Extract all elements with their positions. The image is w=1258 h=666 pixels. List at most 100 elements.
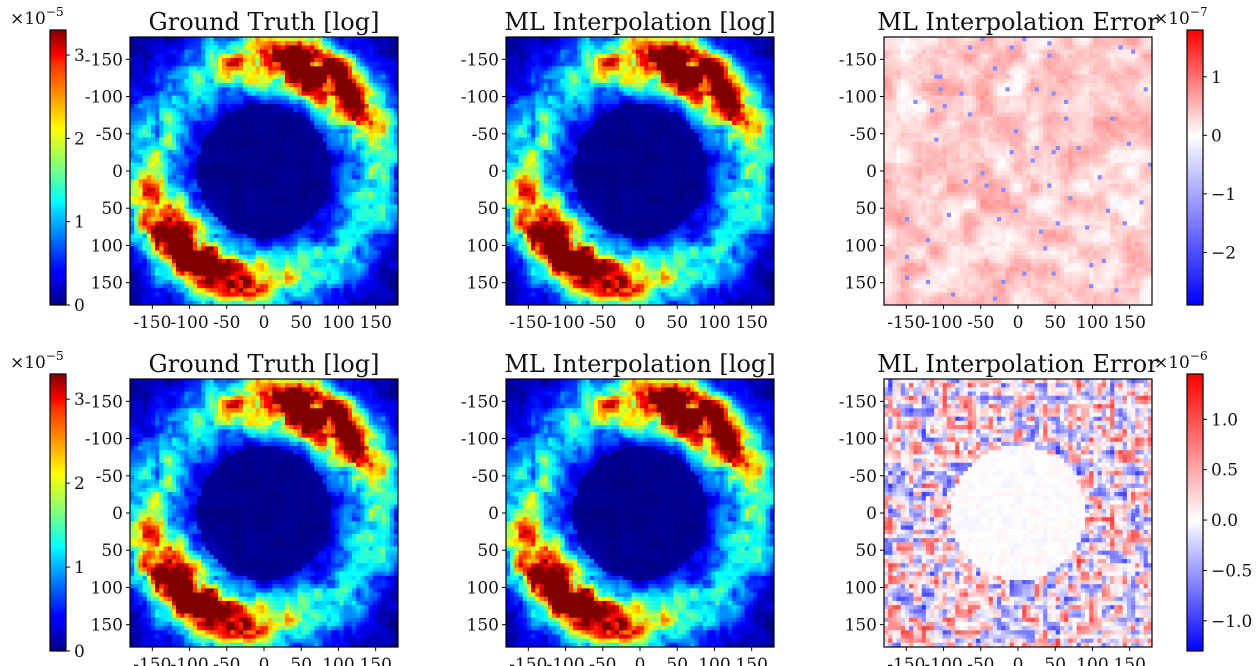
heatmap-cell bbox=[150, 208, 156, 214]
heatmap-cell bbox=[377, 95, 382, 101]
heatmap-cell bbox=[184, 225, 189, 230]
heatmap-cell bbox=[610, 41, 616, 46]
heatmap-cell bbox=[377, 284, 382, 289]
heatmap-cell bbox=[226, 258, 231, 264]
heatmap-cell bbox=[284, 57, 290, 63]
heatmap-cell bbox=[669, 62, 674, 67]
heatmap-cell bbox=[581, 45, 586, 50]
heatmap-cell bbox=[226, 179, 231, 184]
heatmap-cell bbox=[230, 250, 236, 256]
heatmap-cell bbox=[230, 238, 236, 243]
heatmap-cell bbox=[222, 150, 227, 155]
heatmap-cell bbox=[171, 212, 177, 218]
heatmap-cell bbox=[310, 78, 315, 84]
heatmap-cell bbox=[326, 175, 332, 180]
heatmap-cell bbox=[347, 292, 353, 297]
heatmap-cell bbox=[318, 141, 323, 147]
heatmap-cell bbox=[217, 225, 223, 230]
heatmap-cell bbox=[180, 166, 185, 172]
heatmap-cell bbox=[289, 133, 294, 138]
heatmap-cell bbox=[727, 78, 733, 84]
heatmap-cell bbox=[217, 137, 223, 143]
heatmap-cell bbox=[205, 70, 210, 76]
y-tick-label: -150 bbox=[85, 50, 123, 70]
heatmap-cell bbox=[201, 120, 206, 126]
heatmap-cell bbox=[230, 246, 236, 251]
heatmap-cell bbox=[372, 196, 378, 201]
heatmap-cell bbox=[226, 225, 231, 230]
heatmap-cell bbox=[217, 91, 223, 96]
heatmap-cell bbox=[564, 53, 570, 59]
heatmap-cell bbox=[209, 83, 215, 88]
heatmap-cell bbox=[335, 99, 340, 105]
heatmap-cell bbox=[134, 95, 139, 101]
heatmap-cell bbox=[381, 246, 386, 251]
heatmap-cell bbox=[130, 108, 135, 113]
heatmap-cell bbox=[335, 78, 340, 84]
heatmap-cell bbox=[393, 129, 399, 134]
heatmap-cell bbox=[268, 300, 273, 306]
heatmap-cell bbox=[180, 133, 185, 138]
heatmap-cell bbox=[184, 187, 189, 193]
heatmap-cell bbox=[159, 171, 164, 176]
heatmap-cell bbox=[310, 83, 315, 88]
heatmap-cell bbox=[247, 141, 252, 147]
heatmap-cell bbox=[176, 292, 181, 297]
heatmap-cell bbox=[385, 137, 390, 143]
heatmap-cell bbox=[686, 87, 691, 92]
heatmap-cell bbox=[297, 57, 303, 63]
heatmap-cell bbox=[293, 288, 298, 293]
heatmap-cell bbox=[209, 200, 215, 205]
heatmap-cell bbox=[171, 145, 177, 151]
heatmap-cell bbox=[205, 112, 210, 117]
heatmap-cell bbox=[702, 70, 708, 76]
heatmap-cell bbox=[356, 116, 361, 122]
heatmap-cell bbox=[234, 162, 240, 168]
heatmap-cell bbox=[167, 296, 173, 302]
heatmap-cell bbox=[163, 91, 169, 96]
heatmap-cell bbox=[163, 41, 169, 46]
heatmap-cell bbox=[197, 99, 202, 105]
heatmap-cell bbox=[310, 271, 315, 277]
heatmap-cell bbox=[205, 158, 210, 163]
heatmap-cell bbox=[289, 53, 294, 59]
heatmap-cell bbox=[238, 158, 244, 163]
heatmap-cell bbox=[230, 166, 236, 172]
heatmap-cell bbox=[264, 145, 269, 151]
heatmap-cell bbox=[146, 158, 152, 163]
heatmap-cell bbox=[209, 225, 215, 230]
heatmap-cell bbox=[723, 74, 729, 80]
heatmap-cell bbox=[243, 183, 248, 189]
heatmap-cell bbox=[715, 49, 720, 55]
heatmap-cell bbox=[389, 200, 395, 205]
heatmap-cell bbox=[568, 49, 574, 55]
heatmap-cell bbox=[740, 45, 746, 50]
heatmap-cell bbox=[293, 129, 298, 134]
heatmap-cell bbox=[393, 229, 399, 235]
heatmap-cell bbox=[326, 179, 332, 184]
heatmap-cell bbox=[284, 91, 290, 96]
heatmap-cell bbox=[230, 45, 236, 50]
heatmap-cell bbox=[314, 300, 319, 306]
heatmap-cell bbox=[301, 183, 307, 189]
heatmap-cell bbox=[243, 279, 248, 285]
heatmap-cell bbox=[155, 66, 160, 71]
heatmap-cell bbox=[322, 162, 328, 168]
heatmap-cell bbox=[188, 275, 194, 281]
heatmap-cell bbox=[347, 229, 353, 235]
heatmap-cell bbox=[748, 83, 754, 88]
heatmap-cell bbox=[180, 258, 185, 264]
heatmap-cell bbox=[213, 258, 219, 264]
heatmap-cell bbox=[201, 154, 206, 159]
heatmap-cell bbox=[765, 66, 771, 71]
heatmap-cell bbox=[356, 208, 361, 214]
heatmap-cell bbox=[364, 45, 370, 50]
heatmap-cell bbox=[385, 187, 390, 193]
heatmap-cell bbox=[180, 129, 185, 134]
heatmap-cell bbox=[134, 162, 139, 168]
heatmap-cell bbox=[255, 191, 261, 197]
heatmap-cell bbox=[702, 37, 708, 42]
heatmap-cell bbox=[377, 37, 382, 42]
heatmap-cell bbox=[255, 217, 261, 222]
heatmap-cell bbox=[510, 53, 515, 59]
